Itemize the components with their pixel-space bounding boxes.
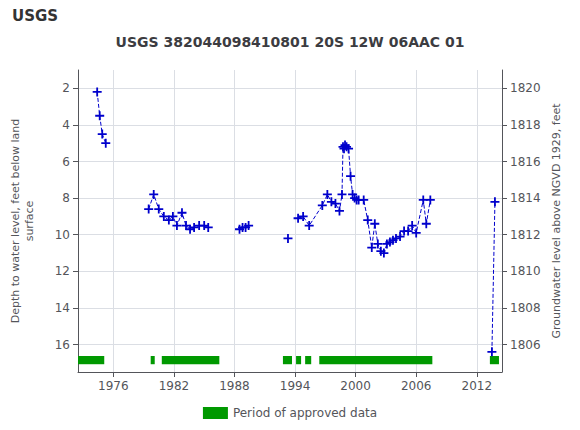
svg-text:1976: 1976	[98, 379, 129, 393]
svg-text:2006: 2006	[401, 379, 432, 393]
svg-text:USGS 382044098410801 20S 12W 0: USGS 382044098410801 20S 12W 06AAC 01	[116, 34, 465, 50]
svg-text:1816: 1816	[510, 155, 541, 169]
svg-text:10: 10	[55, 228, 70, 242]
svg-text:1994: 1994	[280, 379, 311, 393]
svg-text:Groundwater level above NGVD 1: Groundwater level above NGVD 1929, feet	[550, 103, 563, 339]
svg-text:1818: 1818	[510, 118, 541, 132]
svg-text:1808: 1808	[510, 301, 541, 315]
svg-text:14: 14	[55, 301, 70, 315]
svg-text:1820: 1820	[510, 81, 541, 95]
svg-text:6: 6	[62, 155, 70, 169]
svg-text:1982: 1982	[159, 379, 190, 393]
svg-text:Depth to water level, feet bel: Depth to water level, feet below land	[9, 119, 22, 324]
svg-text:4: 4	[62, 118, 70, 132]
svg-text:1814: 1814	[510, 191, 541, 205]
svg-text:8: 8	[62, 191, 70, 205]
svg-text:2012: 2012	[461, 379, 492, 393]
svg-text:1988: 1988	[219, 379, 250, 393]
svg-text:2: 2	[62, 81, 70, 95]
svg-text:Period of approved data: Period of approved data	[233, 406, 377, 420]
svg-text:1812: 1812	[510, 228, 541, 242]
svg-text:2000: 2000	[340, 379, 371, 393]
svg-text:1806: 1806	[510, 338, 541, 352]
svg-text:12: 12	[55, 264, 70, 278]
svg-text:USGS: USGS	[12, 7, 58, 25]
svg-text:surface: surface	[23, 200, 36, 241]
svg-text:1810: 1810	[510, 264, 541, 278]
svg-text:16: 16	[55, 338, 70, 352]
